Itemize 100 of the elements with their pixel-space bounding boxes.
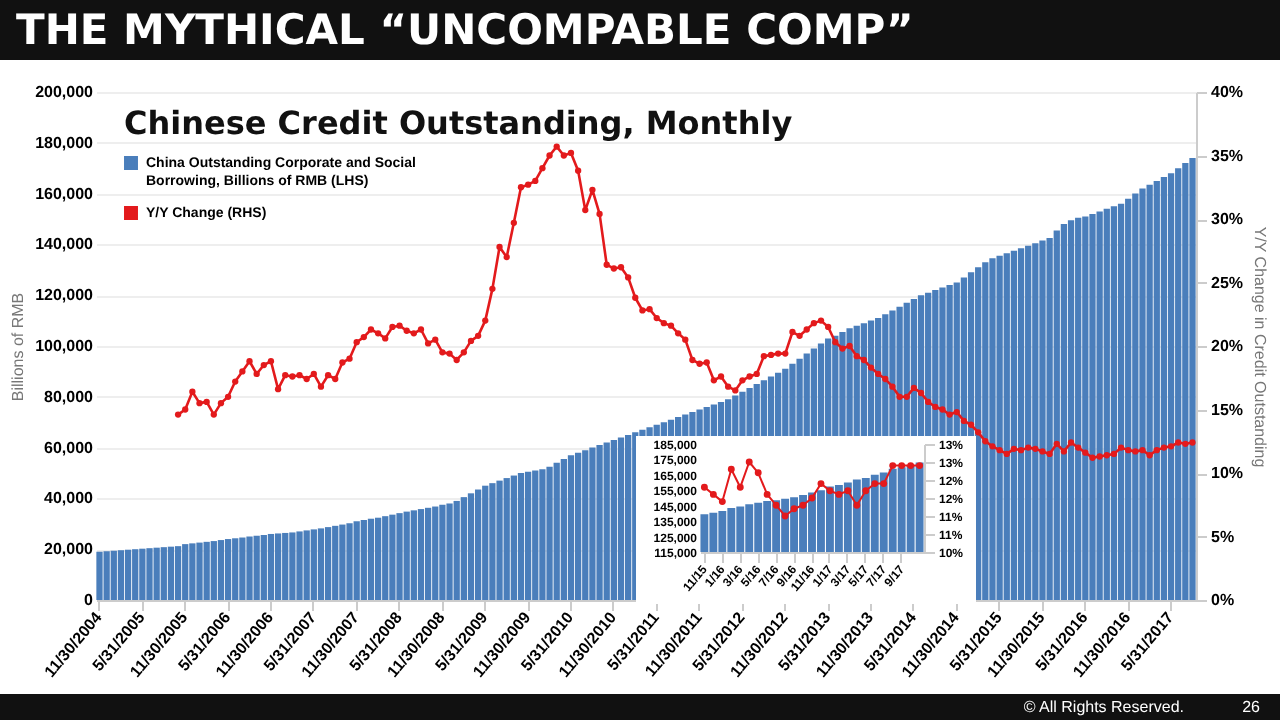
y-tick-label: 40,000 [44,489,95,508]
bar [1153,180,1160,600]
point [844,487,852,495]
y-tick-label: 140,000 [35,235,95,254]
bar [1125,198,1132,600]
y2-tick-label: 20% [1211,337,1244,355]
bar [553,462,560,600]
bar [160,547,167,600]
bar [239,537,246,600]
bar [1067,220,1075,600]
point [817,480,825,488]
bar [189,543,196,600]
bar [446,503,453,600]
y-tick-label: 80,000 [44,387,95,406]
y-tick-label: 0 [84,591,95,609]
bar [203,541,210,600]
bar [1175,168,1182,600]
bar [424,507,432,600]
bar [1017,248,1025,600]
point [754,469,762,477]
bar [1003,253,1010,600]
bar [1117,203,1125,600]
bar [403,511,410,600]
bar [210,541,217,600]
bar [360,519,367,600]
bar [1189,158,1196,600]
bar [574,452,582,600]
y-tick-label: 60,000 [44,438,95,457]
bar [603,442,610,600]
bar [625,434,632,600]
bar [217,540,225,600]
point [781,512,789,520]
bar [303,530,310,600]
bar [1025,245,1032,600]
bar [1010,250,1018,600]
bar [453,500,460,600]
bar [432,506,439,600]
bar [510,475,517,600]
bar [1075,217,1082,600]
bar [260,534,267,600]
y-tick-label: 20,000 [44,540,95,559]
bar [124,549,132,600]
point [772,501,780,509]
bar [517,473,525,600]
bar [382,516,389,600]
bar [253,535,260,600]
bar [489,483,496,600]
bar [1146,184,1153,600]
bar [1167,173,1175,600]
bar [353,521,360,600]
bar [975,267,982,600]
bar [132,549,139,600]
bar [282,532,289,600]
bar [1046,238,1053,600]
bar [1089,213,1096,600]
point [871,480,879,488]
point [916,462,924,470]
bar [174,546,182,600]
y2-tick-label: 15% [1211,400,1244,419]
bar [482,485,489,600]
bar [582,450,589,600]
bar [560,459,567,600]
y2-tick-label: 25% [1211,273,1244,292]
y-tick-label: 180,000 [35,133,95,152]
chart-title: THE MYTHICAL “UNCOMPABLE COMP” [0,0,1280,60]
bar [332,525,339,600]
bar [310,529,317,600]
point [736,483,744,491]
bar [289,532,296,600]
bar [589,447,596,600]
bar [346,523,353,600]
bar [146,548,153,600]
bar [1060,224,1068,600]
bar [246,536,253,600]
bar [374,517,382,600]
bar [460,497,467,600]
bar [1082,216,1089,600]
bar [396,513,403,600]
bar [546,466,553,600]
y2-tick-label: 30% [1211,210,1244,228]
bar [539,469,546,600]
y2-axis-title: Y/Y Change in Credit Outstanding [1251,226,1270,468]
point [808,494,816,502]
y-tick-label: 160,000 [35,184,95,203]
bar [417,509,425,600]
bar [267,533,275,600]
bar [989,258,996,600]
point [763,490,771,498]
point [889,462,897,470]
bar [617,437,625,600]
point [709,490,717,498]
bar [982,262,989,600]
y-tick-label: 120,000 [35,286,95,305]
bar [339,524,346,600]
bar [496,480,503,600]
bar [317,528,325,600]
bar [110,550,117,600]
bar [996,255,1003,600]
bar [182,544,189,600]
bar [367,518,375,600]
